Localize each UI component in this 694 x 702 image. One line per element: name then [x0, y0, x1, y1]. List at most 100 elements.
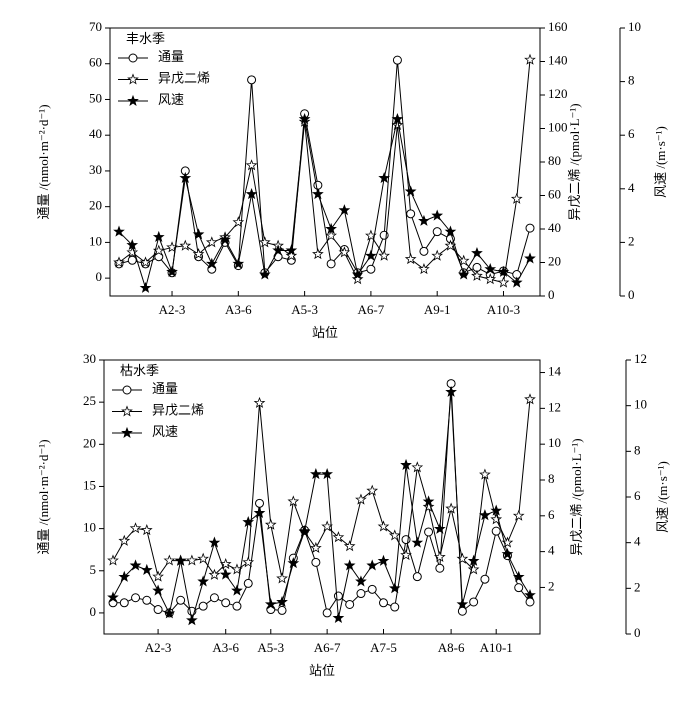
legend-label: 异戊二烯	[158, 70, 210, 85]
data-point	[431, 249, 444, 261]
y3-tick-label: 0	[628, 287, 635, 302]
y2-tick-label: 160	[548, 19, 568, 34]
data-point	[351, 268, 364, 280]
data-point	[258, 236, 271, 248]
y3-tick-label: 6	[628, 126, 635, 141]
data-point	[343, 559, 356, 571]
y2-tick-label: 2	[548, 578, 555, 593]
data-point	[142, 595, 152, 605]
y-tick-label: 0	[96, 269, 103, 284]
y2-tick-label: 20	[548, 253, 561, 268]
data-point	[153, 605, 163, 615]
data-point	[512, 570, 525, 582]
data-point	[285, 249, 298, 261]
y-tick-label: 30	[83, 351, 96, 366]
data-point	[179, 239, 192, 251]
data-point	[126, 246, 139, 258]
data-point	[422, 495, 435, 507]
y-tick-label: 60	[89, 55, 102, 70]
data-point	[242, 556, 255, 568]
data-point	[392, 55, 402, 65]
y3-tick-label: 4	[634, 534, 641, 549]
data-point	[471, 246, 483, 259]
data-point	[457, 268, 470, 280]
y3-tick-label: 2	[628, 233, 635, 248]
data-point	[479, 468, 491, 480]
legend-label: 风速	[158, 92, 184, 107]
data-point	[525, 223, 535, 233]
data-point	[484, 263, 497, 275]
x-tick-label: A8-6	[438, 640, 465, 655]
x-tick-label: A6-7	[358, 302, 385, 317]
data-point	[469, 597, 479, 607]
data-point	[355, 575, 367, 587]
data-point	[253, 396, 266, 408]
y3-tick-label: 6	[634, 488, 641, 503]
data-point	[480, 574, 490, 584]
data-point	[366, 559, 379, 571]
y-tick-label: 25	[83, 393, 96, 408]
data-point	[107, 591, 119, 603]
data-point	[356, 589, 366, 599]
data-point	[366, 484, 379, 496]
data-point	[176, 595, 186, 605]
data-point	[255, 498, 265, 508]
data-point	[377, 520, 390, 532]
x-tick-label: A3-6	[212, 640, 239, 655]
y3-tick-label: 0	[634, 625, 641, 640]
y-axis-label: 异戊二烯 /(pmol·L⁻¹)	[569, 438, 584, 555]
data-point	[351, 273, 364, 285]
y2-tick-label: 120	[548, 86, 568, 101]
data-point	[247, 75, 257, 85]
data-point	[192, 228, 205, 240]
data-point	[285, 244, 298, 256]
legend-marker	[121, 426, 133, 438]
data-point	[524, 589, 536, 601]
data-point	[325, 222, 337, 234]
legend-marker	[127, 94, 139, 106]
data-point	[479, 509, 491, 521]
data-point	[471, 269, 483, 281]
data-point	[118, 570, 131, 582]
y-tick-label: 0	[90, 604, 97, 619]
data-point	[326, 259, 336, 269]
data-point	[467, 554, 480, 566]
data-point	[411, 461, 424, 473]
y-tick-label: 40	[89, 126, 102, 141]
data-point	[345, 599, 355, 609]
x-tick-label: A2-3	[159, 302, 186, 317]
data-point	[264, 518, 277, 530]
data-point	[497, 265, 510, 277]
data-point	[152, 584, 164, 596]
data-point	[208, 536, 221, 548]
y3-tick-label: 4	[628, 180, 635, 195]
legend-label: 通量	[152, 381, 178, 396]
data-point	[186, 554, 198, 566]
y-axis-label: 风速 /(m·s⁻¹)	[653, 126, 668, 198]
legend-marker	[122, 385, 132, 395]
data-point	[253, 506, 266, 518]
data-point	[139, 281, 152, 293]
data-point	[510, 192, 523, 204]
data-point	[514, 583, 524, 593]
y3-tick-label: 12	[634, 351, 647, 366]
data-point	[276, 595, 288, 608]
data-point	[127, 255, 137, 265]
y-tick-label: 5	[90, 562, 97, 577]
data-point	[208, 568, 221, 580]
data-point	[310, 541, 322, 554]
data-point	[418, 263, 430, 275]
data-point	[435, 563, 445, 573]
data-point	[264, 598, 277, 610]
data-point	[433, 550, 446, 562]
data-point	[343, 540, 356, 552]
y-tick-label: 20	[83, 435, 96, 450]
series-line	[118, 119, 531, 290]
data-point	[310, 468, 322, 480]
data-point	[131, 593, 141, 603]
data-point	[232, 601, 242, 611]
data-point	[219, 568, 232, 580]
data-point	[456, 598, 469, 610]
y2-tick-label: 10	[548, 435, 561, 450]
